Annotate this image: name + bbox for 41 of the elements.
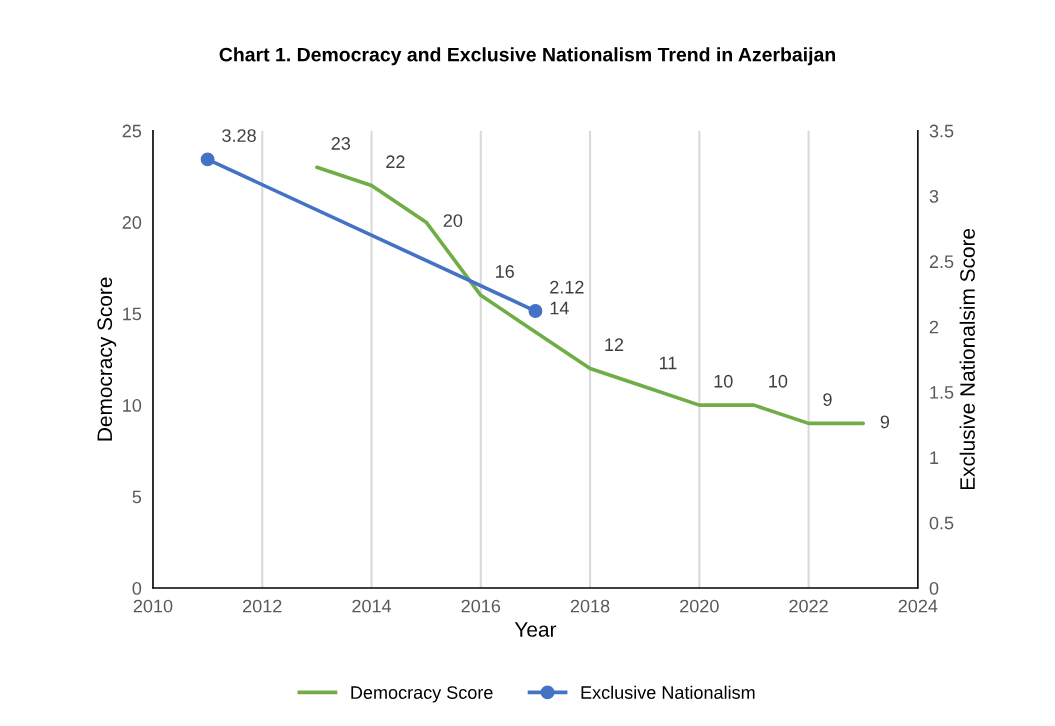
y2-tick-label: 3.5 <box>929 124 954 138</box>
x-tick-label: 2020 <box>680 599 719 613</box>
data-label: 22 <box>386 155 405 168</box>
y2-tick-label: 1.5 <box>930 386 954 399</box>
y2-tick-label: 1 <box>930 451 939 464</box>
y2-tick-label: 0.5 <box>929 516 954 530</box>
data-label: 9 <box>880 415 890 429</box>
x-tick-label: 2016 <box>461 599 501 613</box>
y-tick-label: 20 <box>122 216 142 229</box>
x-tick-label: 2018 <box>570 599 610 613</box>
data-label: 16 <box>496 265 514 278</box>
y-tick-label: 10 <box>123 399 142 412</box>
x-tick-label: 2012 <box>243 599 282 613</box>
data-label: 3.28 <box>222 129 256 142</box>
legend-label: Exclusive Nationalism <box>581 685 755 699</box>
y2-tick-label: 3 <box>929 189 939 203</box>
y-tick-label: 5 <box>132 490 142 504</box>
legend-label: Democracy Score <box>351 686 493 703</box>
y-tick-label: 25 <box>122 124 142 138</box>
data-label: 9 <box>823 393 832 406</box>
y-tick-label: 15 <box>123 307 142 321</box>
x-tick-label: 2022 <box>789 599 828 613</box>
chart-title: Chart 1. Democracy and Exclusive Nationalism Trend in Azerbaijan <box>219 47 836 66</box>
y-tick-label: 0 <box>132 581 142 595</box>
data-label: 10 <box>769 374 788 388</box>
x-tick-label: 2010 <box>133 599 173 613</box>
data-label: 10 <box>714 374 733 388</box>
y-axis-title: Democracy Score <box>97 277 117 441</box>
x-axis-title: Year <box>514 622 557 637</box>
y2-tick-label: 0 <box>929 581 939 595</box>
x-tick-label: 2024 <box>898 599 938 613</box>
y2-tick-label: 2.5 <box>929 255 954 269</box>
x-tick-label: 2014 <box>352 599 392 613</box>
data-label: 20 <box>443 214 463 227</box>
data-label: 14 <box>550 301 569 315</box>
data-label: 12 <box>605 338 624 351</box>
data-label: 2.12 <box>550 280 584 294</box>
y2-tick-label: 2 <box>929 320 939 334</box>
data-label: 23 <box>331 137 351 150</box>
y2-axis-title: Exclusive Nationalsim Score <box>959 228 975 490</box>
data-label: 11 <box>659 356 677 370</box>
